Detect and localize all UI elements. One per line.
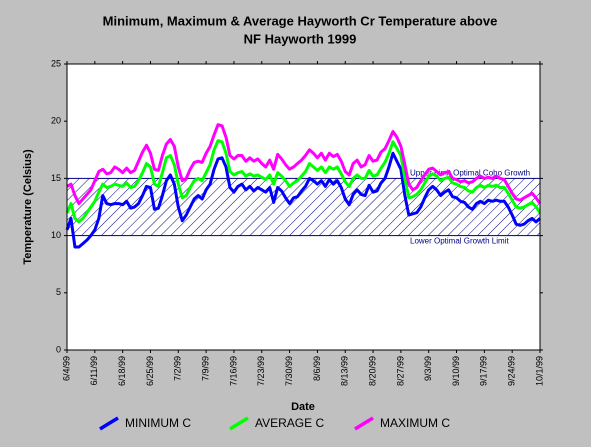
x-tick-label: 9/3/99 <box>423 356 433 381</box>
series-line <box>65 139 542 224</box>
x-tick-label: 6/25/99 <box>145 356 155 386</box>
series-line <box>66 123 542 206</box>
x-tick-label: 9/24/99 <box>507 356 517 386</box>
chart-title: NF Hayworth 1999 <box>244 31 357 46</box>
legend-label: MINIMUM C <box>125 416 191 430</box>
legend-swatch <box>354 416 374 431</box>
x-tick-label: 8/27/99 <box>395 356 405 386</box>
x-tick-label: 6/18/99 <box>117 356 127 386</box>
y-axis-label: Temperature (Celsius) <box>22 149 34 265</box>
plot-border <box>66 63 541 351</box>
x-tick-label: 7/9/99 <box>200 356 210 381</box>
legend-label: MAXIMUM C <box>380 416 450 430</box>
x-tick-label: 9/17/99 <box>479 356 489 386</box>
y-tick-label: 0 <box>56 344 61 354</box>
y-tick-label: 15 <box>51 173 61 183</box>
x-tick-label: 7/16/99 <box>228 356 238 386</box>
y-tick-label: 20 <box>51 116 61 126</box>
y-tick-label: 25 <box>51 58 61 68</box>
x-tick-label: 6/11/99 <box>89 356 99 385</box>
x-tick-label: 6/4/99 <box>61 356 71 381</box>
y-tick-label: 10 <box>51 230 61 240</box>
x-tick-label: 8/13/99 <box>340 356 350 386</box>
series-line <box>65 151 541 249</box>
x-tick-label: 8/20/99 <box>367 356 377 386</box>
annotation: Lower Optimal Growth Limit <box>410 237 509 246</box>
legend-swatch <box>99 416 119 431</box>
x-tick-label: 8/6/99 <box>312 356 322 381</box>
x-tick-label: 10/1/99 <box>534 356 544 386</box>
x-tick-label: 9/10/99 <box>451 356 461 386</box>
legend-swatch <box>229 416 249 431</box>
x-tick-label: 7/2/99 <box>173 356 183 381</box>
annotation: Upper Limit Optimal Coho Growth <box>410 169 530 178</box>
x-tick-label: 7/23/99 <box>256 356 266 386</box>
y-tick-label: 5 <box>56 287 61 297</box>
x-tick-label: 7/30/99 <box>284 356 294 386</box>
x-axis-label: Date <box>291 401 315 413</box>
legend-label: AVERAGE C <box>255 416 324 430</box>
chart-title: Minimum, Maximum & Average Hayworth Cr T… <box>103 13 498 28</box>
